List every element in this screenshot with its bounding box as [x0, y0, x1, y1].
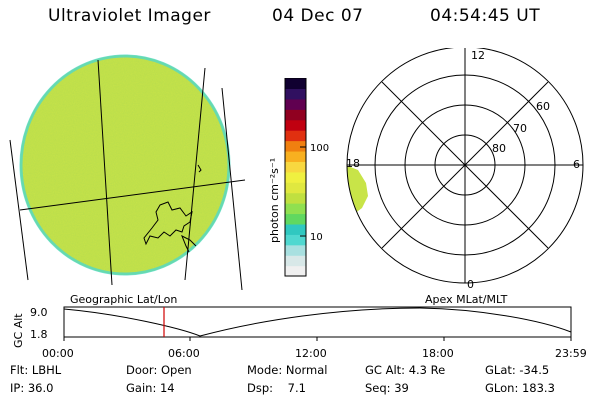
geo-grid-lines [9, 59, 246, 290]
colorbar-strip [285, 78, 306, 277]
timeline-x-tick-1800: 18:00 [422, 347, 454, 360]
orbit-timeline: GC Alt 9.0 1.8 00:00 06:00 12:00 18:00 2… [12, 306, 587, 360]
geo-image-panel [9, 54, 246, 290]
mlt-label-12: 12 [471, 49, 485, 62]
info-seq: Seq: 39 [365, 381, 409, 395]
colorbar-swatch [285, 161, 306, 173]
colorbar-tick-10: 10 [310, 232, 323, 243]
colorbar-swatch [285, 119, 306, 131]
colorbar-swatch [285, 88, 306, 100]
polar-grid [346, 48, 584, 284]
mlat-label-80: 80 [492, 142, 506, 155]
colorbar-tick-100: 100 [310, 143, 329, 154]
colorbar-swatch [285, 98, 306, 110]
colorbar-swatch [285, 109, 306, 121]
colorbar-swatch [285, 203, 306, 215]
geo-panel-label: Geographic Lat/Lon [70, 293, 178, 306]
colorbar-swatch [285, 265, 306, 277]
colorbar-swatch [285, 140, 306, 152]
colorbar-swatch [285, 171, 306, 183]
info-gc-alt: GC Alt: 4.3 Re [365, 363, 446, 377]
colorbar-swatch [285, 244, 306, 256]
polar-panel: 12 6 0 18 60 70 80 [346, 48, 584, 291]
mlt-label-0: 0 [467, 278, 474, 291]
colorbar-swatch [285, 192, 306, 204]
colorbar-swatch [285, 182, 306, 194]
mlt-label-18: 18 [346, 157, 360, 170]
info-mode: Mode: Normal [247, 363, 328, 377]
info-gain: Gain: 14 [126, 381, 175, 395]
info-door: Door: Open [126, 363, 192, 377]
timeline-x-tick-0600: 06:00 [168, 347, 200, 360]
colorbar: 100 10 photon cm⁻²s⁻¹ [268, 78, 329, 277]
geo-disc [19, 54, 231, 276]
timeline-y-tick-high: 9.0 [30, 306, 48, 319]
timeline-x-tick-1200: 12:00 [295, 347, 327, 360]
date-label: 04 Dec 07 [272, 6, 364, 26]
info-glon: GLon: 183.3 [485, 381, 555, 395]
mlt-label-6: 6 [573, 158, 580, 171]
info-glat: GLat: -34.5 [485, 363, 550, 377]
timeline-x-tick-0000: 00:00 [42, 347, 74, 360]
timeline-y-axis-title: GC Alt [12, 313, 25, 348]
colorbar-unit-label: photon cm⁻²s⁻¹ [268, 158, 281, 243]
timeline-y-tick-low: 1.8 [30, 328, 48, 341]
timeline-x-tick-2359: 23:59 [555, 347, 587, 360]
colorbar-swatch [285, 213, 306, 225]
colorbar-swatch [285, 234, 306, 246]
colorbar-swatch [285, 78, 306, 90]
mlat-label-70: 70 [513, 122, 527, 135]
instrument-title: Ultraviolet Imager [48, 6, 211, 26]
colorbar-swatch [285, 130, 306, 142]
info-dsp: Dsp: 7.1 [247, 381, 306, 395]
colorbar-swatch [285, 223, 306, 235]
time-label: 04:54:45 UT [430, 6, 541, 26]
info-ip: IP: 36.0 [10, 381, 54, 395]
altitude-curve [63, 307, 572, 337]
island-mark [197, 164, 202, 173]
colorbar-swatch [285, 150, 306, 162]
colorbar-swatch [285, 255, 306, 267]
timeline-frame [63, 306, 572, 338]
info-flt: Flt: LBHL [10, 363, 62, 377]
polar-panel-label: Apex MLat/MLT [425, 293, 508, 306]
mlat-label-60: 60 [536, 100, 550, 113]
